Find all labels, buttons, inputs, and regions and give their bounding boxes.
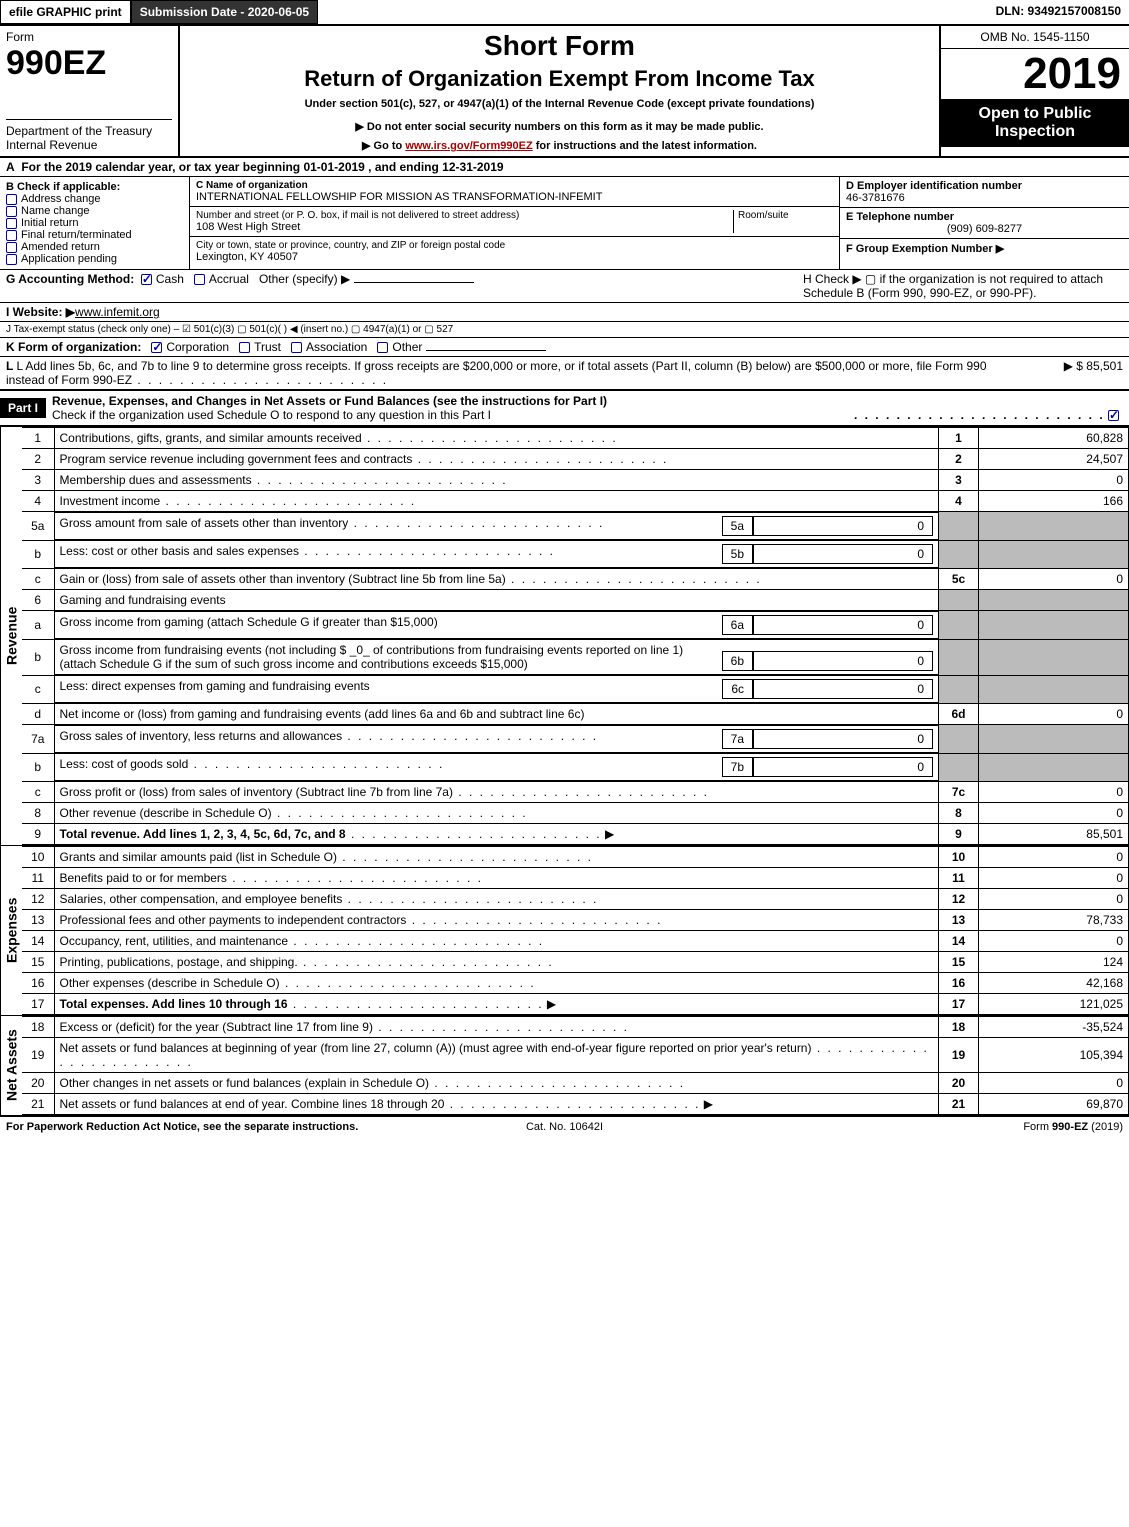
check-trust[interactable] <box>239 342 250 353</box>
form-number: 990EZ <box>6 44 172 83</box>
irs-label: Internal Revenue <box>6 138 172 152</box>
street-address: 108 West High Street <box>196 221 733 233</box>
open-to-public: Open to Public Inspection <box>941 99 1129 147</box>
footer-right: Form 990-EZ (2019) <box>751 1121 1123 1133</box>
ssn-warning: ▶ Do not enter social security numbers o… <box>186 120 933 133</box>
line-i: I Website: ▶www.infemit.org <box>0 303 1129 322</box>
room-label: Room/suite <box>738 210 833 221</box>
box-e-label: E Telephone number <box>846 211 1123 223</box>
line-g-label: G Accounting Method: <box>6 272 134 286</box>
net-assets-table: 18Excess or (deficit) for the year (Subt… <box>22 1016 1129 1115</box>
part1-check-text: Check if the organization used Schedule … <box>52 408 491 422</box>
line-j: J Tax-exempt status (check only one) – ☑… <box>0 322 1129 338</box>
box-c: C Name of organization INTERNATIONAL FEL… <box>190 177 839 269</box>
box-c-label: C Name of organization <box>196 180 833 191</box>
info-grid: B Check if applicable: Address change Na… <box>0 177 1129 270</box>
return-title: Return of Organization Exempt From Incom… <box>186 66 933 92</box>
box-b-title: B Check if applicable: <box>6 181 183 193</box>
check-final-return[interactable]: Final return/terminated <box>6 229 183 241</box>
line-k: K Form of organization: Corporation Trus… <box>0 338 1129 357</box>
short-form-title: Short Form <box>186 30 933 62</box>
part1-header: Part I Revenue, Expenses, and Changes in… <box>0 390 1129 426</box>
check-cash[interactable] <box>141 274 152 285</box>
check-name-change[interactable]: Name change <box>6 205 183 217</box>
tax-year: 2019 <box>941 49 1129 99</box>
expenses-section: Expenses 10Grants and similar amounts pa… <box>0 845 1129 1015</box>
part1-title: Revenue, Expenses, and Changes in Net As… <box>52 394 607 408</box>
goto-pre: ▶ Go to <box>362 140 405 152</box>
top-bar: efile GRAPHIC print Submission Date - 20… <box>0 0 1129 26</box>
line-l: L L Add lines 5b, 6c, and 7b to line 9 t… <box>0 357 1129 390</box>
part1-badge: Part I <box>0 398 46 418</box>
revenue-table: 1Contributions, gifts, grants, and simil… <box>22 427 1129 845</box>
line-g-h: G Accounting Method: Cash Accrual Other … <box>0 270 1129 303</box>
expenses-table: 10Grants and similar amounts paid (list … <box>22 846 1129 1015</box>
line-a: A For the 2019 calendar year, or tax yea… <box>0 158 1129 177</box>
page-footer: For Paperwork Reduction Act Notice, see … <box>0 1115 1129 1137</box>
efile-print-button[interactable]: efile GRAPHIC print <box>0 0 131 24</box>
box-f-label: F Group Exemption Number ▶ <box>846 242 1123 255</box>
check-initial-return[interactable]: Initial return <box>6 217 183 229</box>
footer-center: Cat. No. 10642I <box>378 1121 750 1133</box>
addr-label: Number and street (or P. O. box, if mail… <box>196 210 733 221</box>
revenue-vlabel: Revenue <box>0 427 22 845</box>
phone-value: (909) 609-8277 <box>846 223 1123 235</box>
goto-link[interactable]: www.irs.gov/Form990EZ <box>405 140 532 152</box>
check-other-org[interactable] <box>377 342 388 353</box>
part1-schedule-o-check[interactable] <box>1108 410 1119 421</box>
under-section: Under section 501(c), 527, or 4947(a)(1)… <box>186 98 933 110</box>
dept-label: Department of the Treasury <box>6 124 172 138</box>
box-b: B Check if applicable: Address change Na… <box>0 177 190 269</box>
form-word: Form <box>6 30 172 44</box>
org-name: INTERNATIONAL FELLOWSHIP FOR MISSION AS … <box>196 191 833 203</box>
goto-post: for instructions and the latest informat… <box>533 140 757 152</box>
check-address-change[interactable]: Address change <box>6 193 183 205</box>
box-def: D Employer identification number 46-3781… <box>839 177 1129 269</box>
expenses-vlabel: Expenses <box>0 846 22 1015</box>
check-amended-return[interactable]: Amended return <box>6 241 183 253</box>
check-accrual[interactable] <box>194 274 205 285</box>
website-link[interactable]: www.infemit.org <box>75 305 160 319</box>
check-corporation[interactable] <box>151 342 162 353</box>
city-label: City or town, state or province, country… <box>196 240 833 251</box>
line-l-amount: ▶ $ 85,501 <box>1003 359 1123 387</box>
footer-left: For Paperwork Reduction Act Notice, see … <box>6 1121 378 1133</box>
city-value: Lexington, KY 40507 <box>196 251 833 263</box>
dln-label: DLN: 93492157008150 <box>988 0 1129 24</box>
goto-line: ▶ Go to www.irs.gov/Form990EZ for instru… <box>186 139 933 152</box>
box-d-label: D Employer identification number <box>846 180 1123 192</box>
check-application-pending[interactable]: Application pending <box>6 253 183 265</box>
revenue-section: Revenue 1Contributions, gifts, grants, a… <box>0 426 1129 845</box>
omb-number: OMB No. 1545-1150 <box>941 26 1129 49</box>
netassets-vlabel: Net Assets <box>0 1016 22 1115</box>
submission-date-button[interactable]: Submission Date - 2020-06-05 <box>131 0 318 24</box>
form-header: Form 990EZ Department of the Treasury In… <box>0 26 1129 158</box>
line-h: H Check ▶ ▢ if the organization is not r… <box>803 272 1123 300</box>
check-association[interactable] <box>291 342 302 353</box>
net-assets-section: Net Assets 18Excess or (deficit) for the… <box>0 1015 1129 1115</box>
ein-value: 46-3781676 <box>846 192 1123 204</box>
